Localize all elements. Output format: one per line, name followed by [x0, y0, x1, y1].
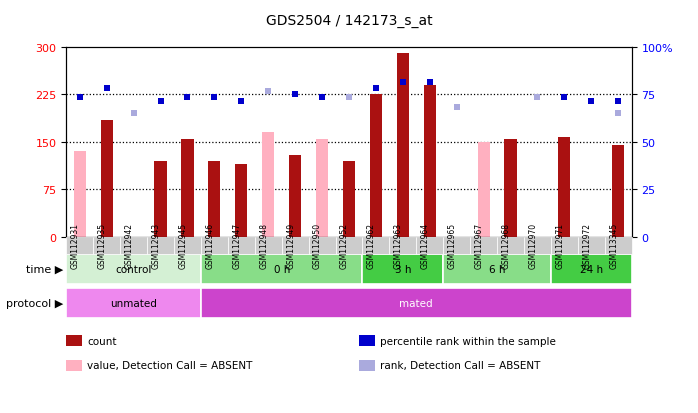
Bar: [208, 161, 221, 237]
Text: GSM113345: GSM113345: [609, 223, 618, 269]
Bar: [262, 133, 274, 237]
Bar: [558, 138, 570, 237]
Bar: [66, 288, 201, 318]
Text: 3 h: 3 h: [394, 264, 411, 275]
Text: GSM112942: GSM112942: [125, 223, 133, 269]
Bar: [477, 142, 490, 237]
Text: percentile rank within the sample: percentile rank within the sample: [380, 336, 556, 346]
Bar: [551, 254, 632, 284]
Bar: [289, 155, 302, 237]
Bar: [66, 254, 201, 284]
Text: GSM112972: GSM112972: [582, 223, 591, 269]
Bar: [396, 54, 409, 237]
Text: GSM112971: GSM112971: [556, 223, 565, 269]
Text: GSM112952: GSM112952: [340, 223, 349, 269]
Text: GSM112963: GSM112963: [394, 223, 403, 269]
Text: GSM112945: GSM112945: [179, 223, 188, 269]
Bar: [154, 161, 167, 237]
Text: mated: mated: [399, 298, 433, 309]
Bar: [505, 139, 517, 237]
Bar: [370, 95, 382, 237]
Bar: [201, 288, 632, 318]
Text: GSM112935: GSM112935: [98, 223, 107, 269]
Text: GSM112970: GSM112970: [528, 223, 537, 269]
Bar: [181, 139, 193, 237]
Bar: [235, 165, 247, 237]
Text: GSM112964: GSM112964: [421, 223, 430, 269]
Text: rank, Detection Call = ABSENT: rank, Detection Call = ABSENT: [380, 361, 541, 370]
Text: GSM112967: GSM112967: [475, 223, 484, 269]
Text: 24 h: 24 h: [580, 264, 603, 275]
Text: GSM112968: GSM112968: [502, 223, 510, 269]
Text: count: count: [87, 336, 117, 346]
Bar: [343, 161, 355, 237]
Text: value, Detection Call = ABSENT: value, Detection Call = ABSENT: [87, 361, 253, 370]
Text: GSM112946: GSM112946: [205, 223, 214, 269]
Text: 0 h: 0 h: [274, 264, 290, 275]
Text: GSM112931: GSM112931: [70, 223, 80, 269]
Text: GSM112949: GSM112949: [286, 223, 295, 269]
Text: control: control: [115, 264, 151, 275]
Text: GSM112943: GSM112943: [151, 223, 161, 269]
Text: time ▶: time ▶: [26, 264, 63, 275]
Bar: [612, 146, 624, 237]
Text: GDS2504 / 142173_s_at: GDS2504 / 142173_s_at: [266, 14, 432, 28]
Bar: [101, 120, 113, 237]
Text: protocol ▶: protocol ▶: [6, 298, 63, 309]
Bar: [201, 254, 362, 284]
Bar: [443, 254, 551, 284]
Text: GSM112947: GSM112947: [232, 223, 242, 269]
Text: GSM112962: GSM112962: [367, 223, 376, 269]
Text: 6 h: 6 h: [489, 264, 505, 275]
Bar: [424, 85, 436, 237]
Bar: [74, 152, 86, 237]
Bar: [362, 254, 443, 284]
Text: unmated: unmated: [110, 298, 157, 309]
Text: GSM112965: GSM112965: [447, 223, 456, 269]
Bar: [316, 139, 328, 237]
Text: GSM112950: GSM112950: [313, 223, 322, 269]
Text: GSM112948: GSM112948: [259, 223, 268, 269]
